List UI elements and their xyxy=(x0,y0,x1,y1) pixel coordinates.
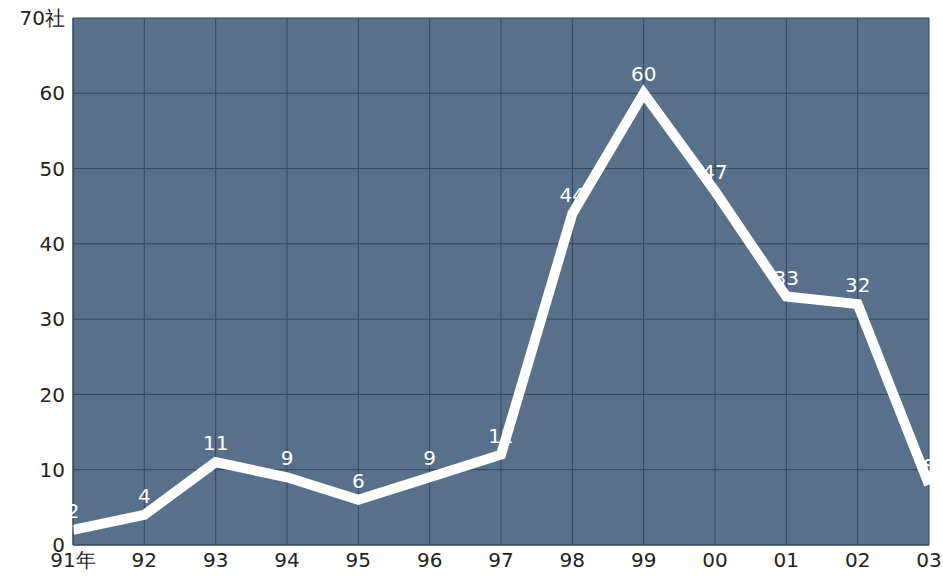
svg-text:70社: 70社 xyxy=(20,6,65,30)
svg-text:44: 44 xyxy=(560,183,585,207)
svg-text:01: 01 xyxy=(774,548,799,572)
svg-text:33: 33 xyxy=(774,266,799,290)
svg-text:6: 6 xyxy=(352,469,365,493)
svg-text:47: 47 xyxy=(702,160,727,184)
svg-text:4: 4 xyxy=(138,484,151,508)
svg-text:8: 8 xyxy=(923,454,936,478)
svg-text:03: 03 xyxy=(916,548,941,572)
svg-text:00: 00 xyxy=(702,548,727,572)
svg-text:60: 60 xyxy=(631,62,656,86)
svg-text:9: 9 xyxy=(281,446,294,470)
svg-text:40: 40 xyxy=(40,232,65,256)
svg-text:2: 2 xyxy=(67,499,80,523)
svg-text:12: 12 xyxy=(488,424,513,448)
svg-text:94: 94 xyxy=(274,548,299,572)
svg-text:95: 95 xyxy=(346,548,371,572)
svg-text:91年: 91年 xyxy=(50,548,96,573)
svg-text:60: 60 xyxy=(40,81,65,105)
svg-text:10: 10 xyxy=(40,458,65,482)
svg-text:0: 0 xyxy=(52,533,65,557)
svg-text:02: 02 xyxy=(845,548,870,572)
svg-text:96: 96 xyxy=(417,548,442,572)
svg-text:50: 50 xyxy=(40,157,65,181)
svg-text:32: 32 xyxy=(845,273,870,297)
svg-text:92: 92 xyxy=(132,548,157,572)
svg-text:11: 11 xyxy=(203,431,228,455)
svg-text:97: 97 xyxy=(488,548,513,572)
svg-text:20: 20 xyxy=(40,383,65,407)
svg-text:98: 98 xyxy=(560,548,585,572)
svg-text:99: 99 xyxy=(631,548,656,572)
svg-text:30: 30 xyxy=(40,307,65,331)
svg-text:9: 9 xyxy=(423,446,436,470)
svg-text:93: 93 xyxy=(203,548,228,572)
